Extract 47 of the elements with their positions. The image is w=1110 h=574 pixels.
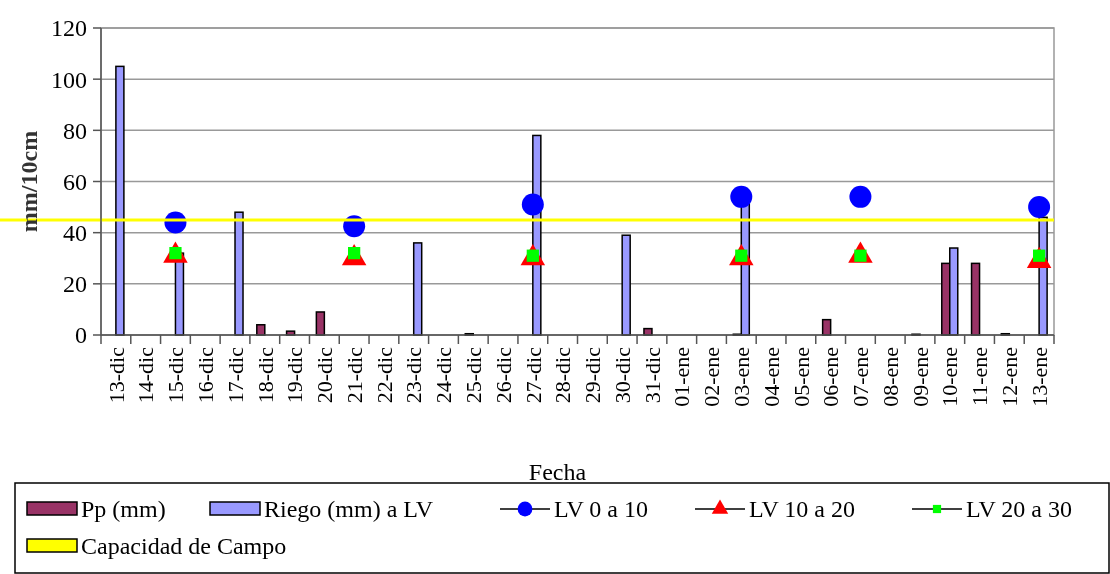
y-tick-label: 60 [63, 168, 87, 195]
y-tick-label: 20 [63, 271, 87, 298]
legend-label: Riego (mm) a LV [264, 496, 434, 523]
x-tick-label: 04-ene [758, 347, 784, 407]
x-tick-label: 19-dic [282, 346, 308, 404]
x-tick-label: 07-ene [848, 347, 874, 407]
x-tick-label: 26-dic [490, 346, 516, 404]
x-tick-label: 01-ene [669, 347, 695, 407]
x-tick-label: 13-ene [1026, 347, 1052, 407]
x-tick-label: 21-dic [341, 346, 367, 404]
x-tick-label: 27-dic [520, 346, 546, 404]
x-tick-label: 16-dic [192, 346, 218, 404]
x-tick-label: 14-dic [133, 346, 159, 404]
y-tick-label: 40 [63, 220, 87, 247]
x-tick-label: 09-ene [907, 347, 933, 407]
legend-label: Pp (mm) [81, 496, 166, 523]
x-tick-label: 05-ene [788, 347, 814, 407]
y-axis-title: mm/10cm [16, 130, 43, 233]
x-tick-label: 08-ene [877, 347, 903, 407]
x-tick-label: 28-dic [550, 346, 576, 404]
x-tick-label: 17-dic [222, 346, 248, 404]
x-tick-label: 02-ene [699, 347, 725, 407]
x-tick-label: 18-dic [252, 346, 278, 404]
x-tick-label: 12-ene [997, 347, 1023, 407]
x-tick-label: 13-dic [103, 346, 129, 404]
x-tick-label: 22-dic [371, 346, 397, 404]
x-tick-label: 29-dic [580, 346, 606, 404]
legend-label: LV 0 a 10 [554, 496, 649, 523]
x-tick-label: 25-dic [460, 346, 486, 404]
x-tick-label: 15-dic [163, 346, 189, 404]
y-tick-label: 120 [51, 15, 87, 42]
y-tick-label: 100 [51, 66, 87, 93]
x-tick-label: 20-dic [312, 346, 338, 404]
legend-label: Capacidad de Campo [81, 533, 287, 560]
legend-label: LV 20 a 30 [966, 496, 1073, 523]
x-tick-label: 24-dic [431, 346, 457, 404]
y-tick-label: 80 [63, 117, 87, 144]
x-tick-label: 03-ene [729, 347, 754, 407]
x-axis-title: Fecha [528, 459, 587, 485]
y-tick-label: 0 [75, 322, 87, 349]
x-tick-label: 31-dic [639, 346, 665, 404]
x-tick-label: 23-dic [401, 346, 427, 404]
x-tick-label: 06-ene [818, 347, 844, 407]
x-tick-label: 30-dic [609, 346, 635, 404]
x-tick-label: 10-ene [937, 347, 963, 407]
x-tick-label: 11-ene [967, 347, 993, 407]
legend-label: LV 10 a 20 [749, 496, 856, 523]
